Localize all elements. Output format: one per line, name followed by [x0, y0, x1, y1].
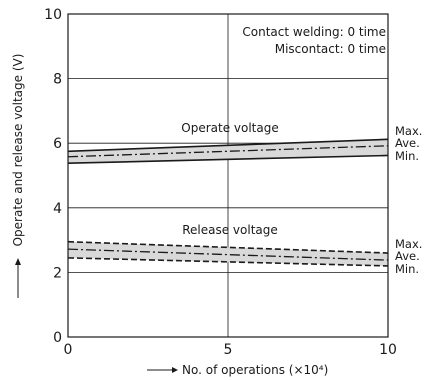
- grid-lines: [68, 14, 388, 337]
- operate-max-tag: Max.: [395, 124, 422, 138]
- x-axis-arrow-head: [172, 367, 178, 373]
- operate-min-line: [67, 154, 389, 165]
- y-tick-label: 10: [44, 7, 62, 23]
- operate-ave-line: [67, 145, 389, 158]
- y-axis-title: Operate and release voltage (V): [11, 54, 25, 298]
- y-tick-label: 8: [53, 72, 62, 88]
- release-voltage-band: [68, 241, 388, 266]
- x-tick-label: 0: [64, 342, 73, 358]
- release-min-line: [67, 257, 389, 267]
- y-tick-label: 4: [53, 201, 62, 217]
- release-min-tag: Min.: [395, 262, 419, 276]
- y-tick-label: 2: [53, 265, 62, 281]
- x-axis-label: No. of operations (×10⁴): [182, 363, 328, 377]
- note-miscontact: Miscontact: 0 time: [275, 42, 386, 56]
- operate-voltage-label: Operate voltage: [181, 121, 278, 135]
- release-voltage-label: Release voltage: [182, 223, 278, 237]
- x-tick-label: 10: [379, 342, 397, 358]
- release-max-tag: Max.: [395, 237, 422, 251]
- series-lines: [67, 138, 389, 267]
- y-axis-label: Operate and release voltage (V): [11, 54, 25, 247]
- x-axis-title: No. of operations (×10⁴): [147, 363, 328, 377]
- note-contact-welding: Contact welding: 0 time: [242, 25, 386, 39]
- operate-max-line: [67, 138, 389, 153]
- plot-frame: [67, 13, 389, 338]
- x-tick-labels: 0 5 10: [64, 342, 397, 358]
- release-max-line: [67, 240, 389, 254]
- operate-min-tag: Min.: [395, 149, 419, 163]
- release-ave-line: [67, 248, 389, 261]
- release-ave-tag: Ave.: [395, 249, 420, 263]
- y-tick-label: 0: [53, 330, 62, 346]
- y-tick-label: 6: [53, 136, 62, 152]
- x-tick-label: 5: [224, 342, 233, 358]
- y-tick-labels: 0 2 4 6 8 10: [44, 7, 62, 346]
- y-axis-arrow-head: [15, 258, 21, 265]
- operate-ave-tag: Ave.: [395, 136, 420, 150]
